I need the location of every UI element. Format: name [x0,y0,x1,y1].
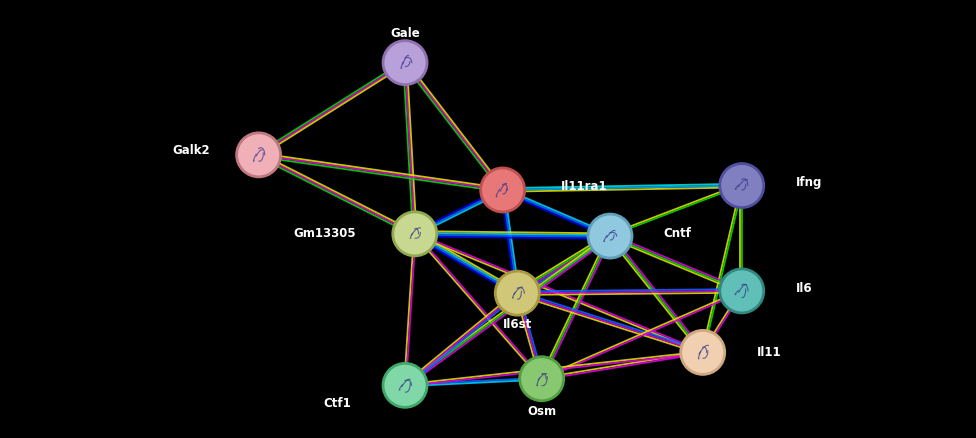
Circle shape [383,364,427,407]
Circle shape [519,357,564,401]
Circle shape [236,134,281,177]
Circle shape [588,215,632,258]
Circle shape [680,331,725,374]
Text: Galk2: Galk2 [172,143,210,156]
Text: Ifng: Ifng [795,175,822,188]
Circle shape [495,272,540,315]
Text: Il6st: Il6st [503,318,532,331]
Text: Ctf1: Ctf1 [324,396,351,410]
Text: Osm: Osm [527,404,556,417]
Circle shape [480,169,525,212]
Circle shape [383,42,427,85]
Text: Il11ra1: Il11ra1 [561,180,608,193]
Text: Il6: Il6 [795,282,812,295]
Text: Il11: Il11 [756,345,781,358]
Text: Gale: Gale [390,26,420,39]
Circle shape [392,212,437,256]
Circle shape [719,269,764,313]
Text: Gm13305: Gm13305 [294,226,356,240]
Circle shape [719,164,764,208]
Text: Cntf: Cntf [664,226,692,240]
